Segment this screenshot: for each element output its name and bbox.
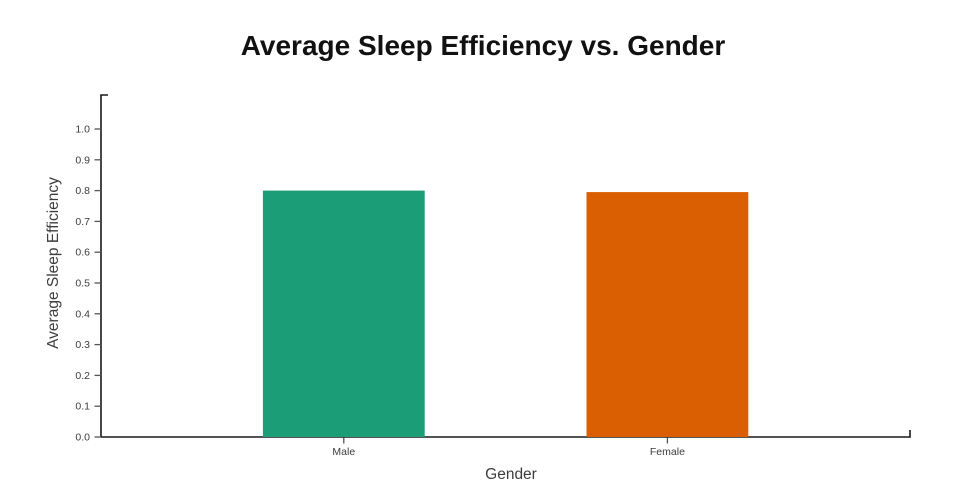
y-tick-label: 0.2 xyxy=(75,370,90,382)
x-axis-title: Gender xyxy=(485,466,537,483)
y-axis-ticks: 0.0 0.1 0.2 0.3 0.4 0.5 0.6 0.7 0.8 0.9 1.0 xyxy=(75,124,101,444)
x-tick-label-female: Female xyxy=(650,446,685,458)
y-tick-label: 0.8 xyxy=(75,185,90,197)
y-tick-label: 1.0 xyxy=(75,124,90,136)
bar-male xyxy=(262,190,425,437)
x-tick-label-male: Male xyxy=(332,446,355,458)
y-tick-label: 0.4 xyxy=(75,308,90,320)
y-tick-label: 0.6 xyxy=(75,247,90,259)
x-axis-line xyxy=(101,430,911,438)
y-tick-label: 0.5 xyxy=(75,278,90,290)
chart-title: Average Sleep Efficiency vs. Gender xyxy=(241,30,726,61)
x-axis-ticks: Male Female xyxy=(332,437,685,458)
y-axis-title: Average Sleep Efficiency xyxy=(45,177,62,349)
y-tick-label: 0.3 xyxy=(75,339,90,351)
y-axis-line xyxy=(100,94,108,437)
y-tick-label: 0.9 xyxy=(75,154,90,166)
bars-group xyxy=(262,190,749,437)
y-tick-label: 0.0 xyxy=(75,432,90,444)
y-tick-label: 0.1 xyxy=(75,401,90,413)
bar-female xyxy=(586,192,749,437)
y-tick-label: 0.7 xyxy=(75,216,90,228)
